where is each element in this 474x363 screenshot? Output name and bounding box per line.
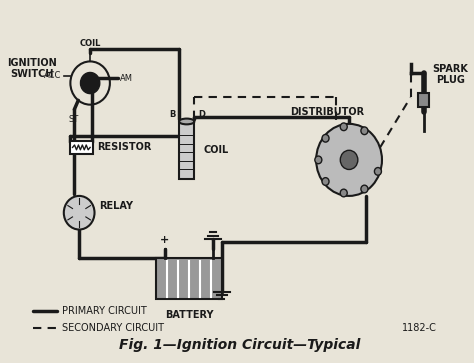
Text: RELAY: RELAY	[99, 200, 133, 211]
Circle shape	[64, 196, 94, 229]
Text: ACC: ACC	[44, 72, 62, 80]
Circle shape	[340, 123, 347, 131]
Circle shape	[315, 156, 322, 164]
Circle shape	[322, 178, 329, 185]
Text: AM: AM	[119, 74, 133, 83]
Circle shape	[316, 124, 382, 196]
Text: BATTERY: BATTERY	[164, 310, 213, 320]
Circle shape	[361, 127, 368, 135]
Text: ST: ST	[68, 115, 79, 124]
Circle shape	[361, 185, 368, 193]
Circle shape	[374, 168, 382, 175]
Text: -: -	[211, 235, 215, 245]
Text: DISTRIBUTOR: DISTRIBUTOR	[290, 107, 364, 117]
Text: COIL: COIL	[203, 145, 228, 155]
Text: +: +	[160, 235, 169, 245]
FancyBboxPatch shape	[70, 141, 93, 154]
Circle shape	[81, 73, 100, 94]
Text: 1182-C: 1182-C	[402, 323, 437, 333]
Circle shape	[340, 189, 347, 197]
Text: COIL: COIL	[80, 39, 101, 48]
Text: SECONDARY CIRCUIT: SECONDARY CIRCUIT	[62, 323, 164, 333]
Text: D: D	[198, 110, 205, 119]
Text: SPARK
PLUG: SPARK PLUG	[432, 64, 468, 85]
Text: B: B	[169, 110, 175, 119]
Ellipse shape	[179, 119, 194, 125]
Circle shape	[322, 134, 329, 142]
Bar	[156, 258, 222, 299]
Text: IGNITION
SWITCH: IGNITION SWITCH	[8, 58, 57, 79]
Bar	[419, 93, 429, 107]
Circle shape	[340, 150, 358, 170]
Text: RESISTOR: RESISTOR	[97, 142, 151, 152]
Text: Fig. 1—Ignition Circuit—Typical: Fig. 1—Ignition Circuit—Typical	[118, 338, 360, 352]
Bar	[179, 122, 194, 179]
Text: PRIMARY CIRCUIT: PRIMARY CIRCUIT	[62, 306, 146, 316]
